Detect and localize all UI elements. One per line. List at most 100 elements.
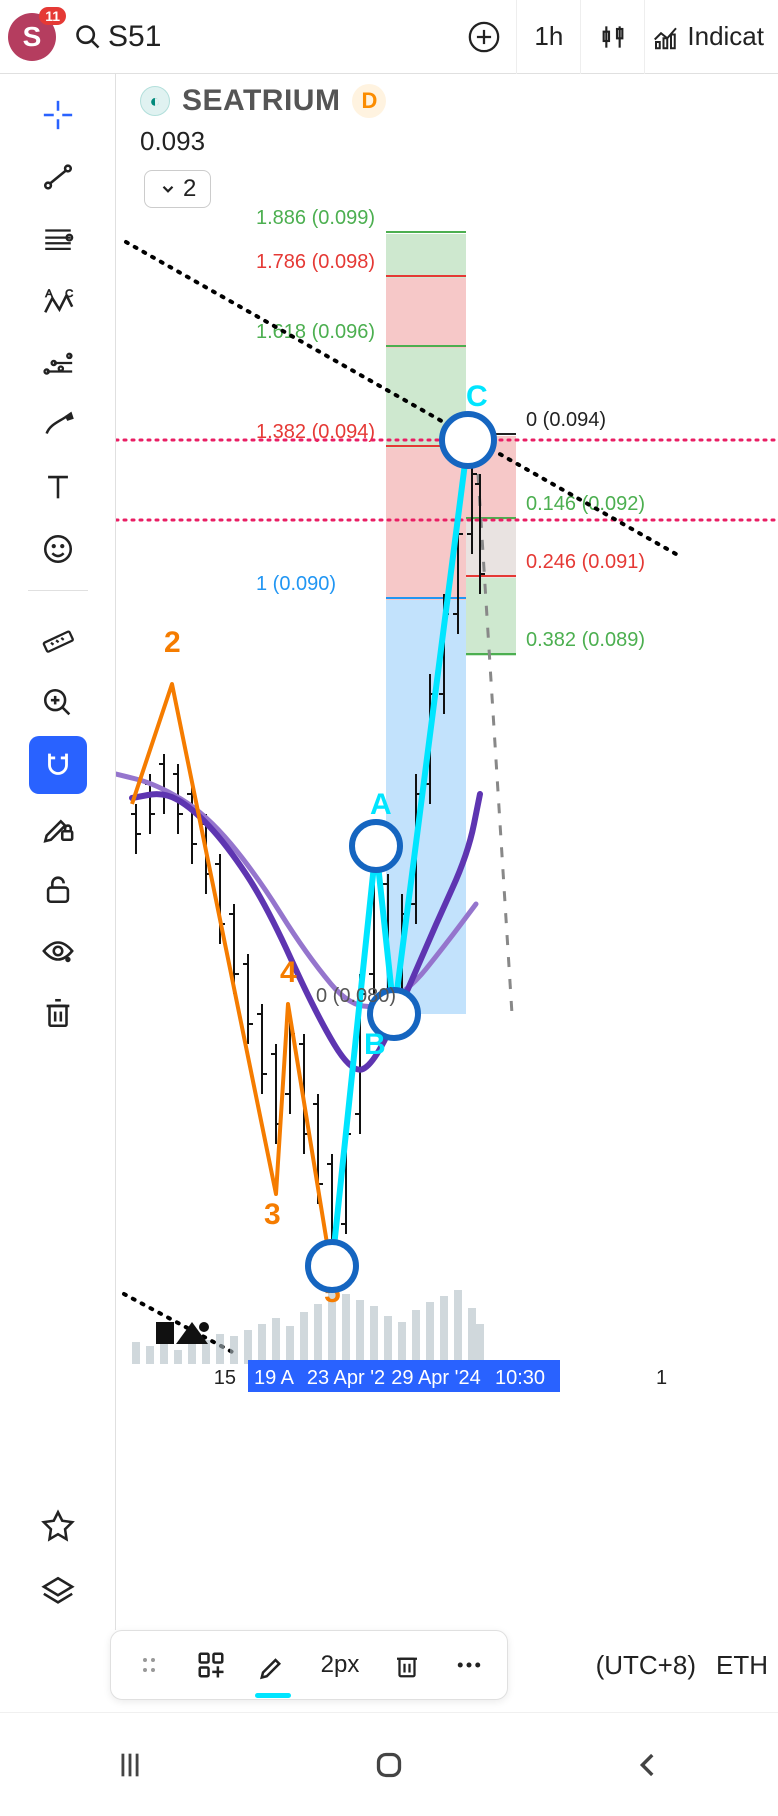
back-icon [631,1748,665,1782]
smiley-icon [41,532,75,566]
crosshair-icon [41,98,75,132]
symbol-header: ◐ SEATRIUM D [140,84,386,118]
chart-style-button[interactable] [580,0,644,74]
drag-handle[interactable] [121,1638,177,1692]
magnet-tool[interactable] [29,736,87,794]
trash-icon [41,996,75,1030]
svg-text:19 A: 19 A [254,1367,295,1389]
home-icon [371,1747,407,1783]
svg-text:B: B [364,1028,386,1061]
projection-icon [41,346,75,380]
pair-label[interactable]: ETH [716,1650,768,1681]
pattern-tool[interactable]: AC [29,272,87,330]
projection-tool[interactable] [29,334,87,392]
favorite-tool[interactable] [29,1496,87,1554]
timeframe-label: 1h [534,21,563,52]
svg-text:4: 4 [280,956,297,989]
chart-area[interactable]: ◐ SEATRIUM D 0.093 2 1.886 (0.099)1.786 … [116,74,778,1630]
pencil-lock-icon [41,810,75,844]
svg-text:0 (0.080): 0 (0.080) [316,985,396,1007]
brush-icon [41,408,75,442]
zoom-tool[interactable] [29,674,87,732]
system-nav-bar [0,1712,778,1816]
notification-badge: 11 [39,7,66,25]
layers-tool[interactable] [29,1562,87,1620]
svg-text:1 (0.090): 1 (0.090) [256,573,336,595]
home-button[interactable] [359,1735,419,1795]
svg-text:1.886 (0.099): 1.886 (0.099) [256,207,375,229]
timezone-label[interactable]: (UTC+8) [596,1650,696,1681]
search-icon [74,23,102,51]
indicators-icon [651,22,681,52]
star-icon [41,1508,75,1542]
lock-tool[interactable] [29,860,87,918]
more-icon [454,1650,484,1680]
color-button[interactable] [245,1638,301,1692]
text-icon [41,470,75,504]
lock-drawing-tool[interactable] [29,798,87,856]
recents-button[interactable] [100,1735,160,1795]
toolbar-separator [28,590,88,608]
svg-text:0 (0.094): 0 (0.094) [526,409,606,431]
svg-text:23 Apr '2: 23 Apr '2 [307,1367,385,1389]
plus-circle-icon [467,20,501,54]
ticker-code: S51 [108,20,161,54]
avatar-letter: S [23,21,42,53]
svg-text:0.382 (0.089): 0.382 (0.089) [526,629,645,651]
emoji-tool[interactable] [29,520,87,578]
svg-text:10:30: 10:30 [495,1367,545,1389]
profile-avatar[interactable]: S 11 [8,13,56,61]
symbol-search[interactable]: S51 [74,20,161,54]
brush-tool[interactable] [29,396,87,454]
line-width-label: 2px [321,1651,360,1679]
indicator-count-pill[interactable]: 2 [144,170,211,208]
delete-object-button[interactable] [379,1638,435,1692]
trash-icon [392,1650,422,1680]
add-button[interactable] [452,0,516,74]
top-bar: S 11 S51 1h Indicat [0,0,778,74]
ruler-tool[interactable] [29,612,87,670]
svg-text:C: C [466,380,488,413]
text-tool[interactable] [29,458,87,516]
line-width-button[interactable]: 2px [307,1638,373,1692]
chevron-down-icon [159,180,177,198]
indicator-count: 2 [183,175,196,203]
eye-icon [41,934,75,968]
svg-text:1: 1 [656,1367,667,1389]
interval-badge: D [352,84,386,118]
crosshair-tool[interactable] [29,86,87,144]
drag-icon [137,1653,161,1677]
unlock-icon [41,872,75,906]
svg-text:0.246 (0.091): 0.246 (0.091) [526,551,645,573]
svg-text:A: A [370,788,392,821]
last-price: 0.093 [140,126,205,157]
visibility-tool[interactable] [29,922,87,980]
recents-icon [113,1748,147,1782]
chart-canvas: 1.886 (0.099)1.786 (0.098)1.618 (0.096)1… [116,74,778,1630]
svg-text:29 Apr '24: 29 Apr '24 [391,1367,480,1389]
magnet-icon [41,748,75,782]
object-toolbar: 2px [110,1630,508,1700]
svg-text:3: 3 [264,1198,281,1231]
delete-tool[interactable] [29,984,87,1042]
trendline-icon [41,160,75,194]
indicators-button[interactable]: Indicat [644,0,770,74]
xabcd-icon: AC [41,284,75,318]
svg-text:1.786 (0.098): 1.786 (0.098) [256,251,375,273]
template-icon [196,1650,226,1680]
symbol-logo-icon: ◐ [140,86,170,116]
indicators-label: Indicat [687,21,764,52]
template-button[interactable] [183,1638,239,1692]
svg-text:15: 15 [214,1367,236,1389]
timeframe-button[interactable]: 1h [516,0,580,74]
pencil-icon [258,1650,288,1680]
more-button[interactable] [441,1638,497,1692]
footer-info: (UTC+8) ETH [596,1630,768,1700]
trendline-tool[interactable] [29,148,87,206]
drawing-toolbar: AC [0,74,116,1630]
fib-tool[interactable] [29,210,87,268]
back-button[interactable] [618,1735,678,1795]
layers-icon [41,1574,75,1608]
symbol-name: SEATRIUM [182,84,340,118]
zoom-in-icon [41,686,75,720]
